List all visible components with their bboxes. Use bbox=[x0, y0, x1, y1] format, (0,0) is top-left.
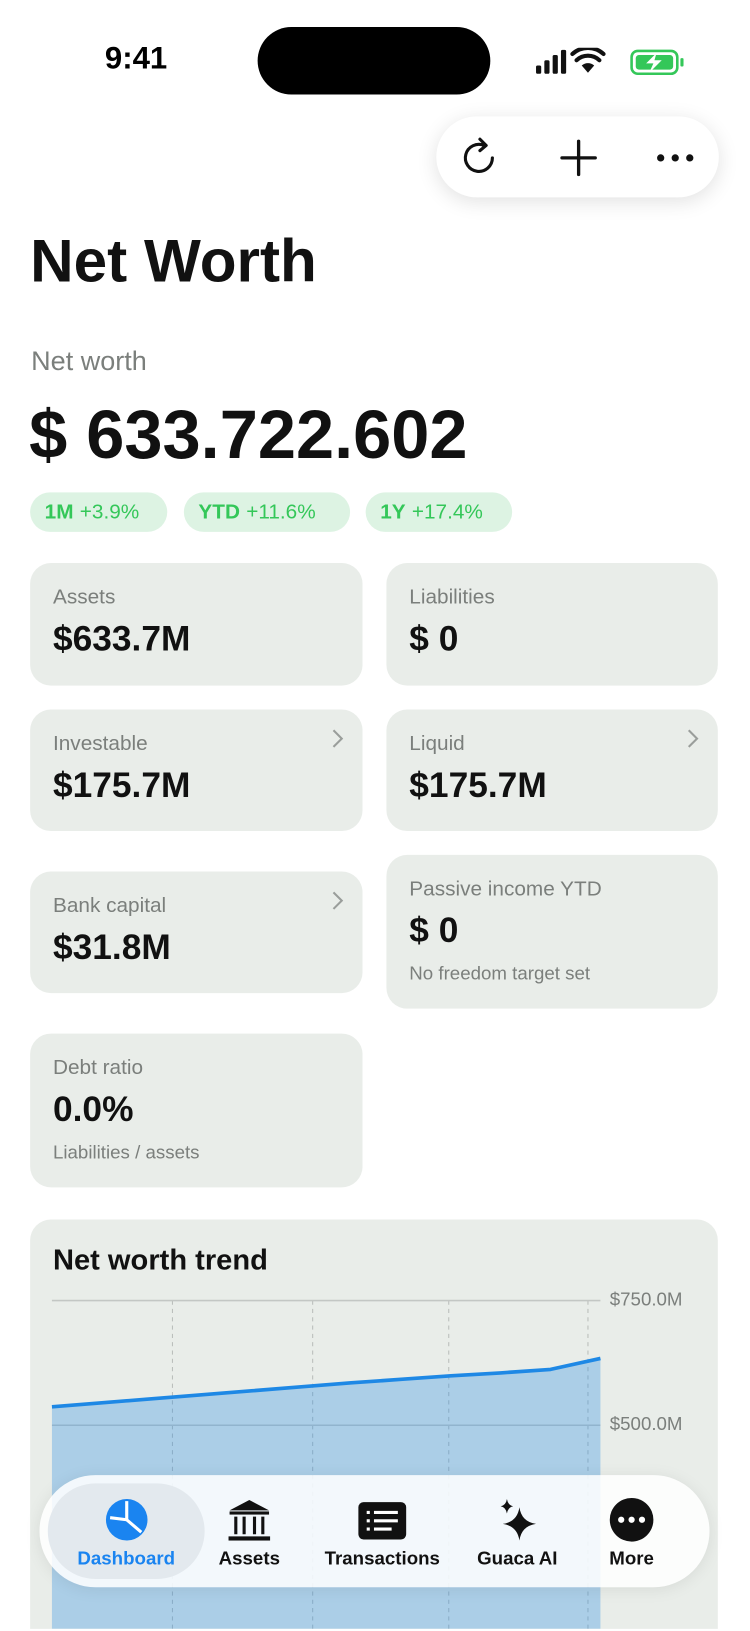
add-button[interactable] bbox=[556, 135, 602, 181]
metric-card: Passive income YTD $ 0 No freedom target s… bbox=[386, 854, 718, 1009]
status-time: 9:41 bbox=[104, 41, 168, 76]
card-label: Liabilities bbox=[409, 585, 495, 609]
net-worth-label: Net worth bbox=[31, 344, 147, 377]
metric-card[interactable]: Bank capital $31.8M bbox=[30, 871, 363, 994]
tab-icon bbox=[228, 1500, 271, 1541]
card-label: Bank capital bbox=[52, 894, 167, 918]
net-worth-value: $ 633.722.602 bbox=[29, 395, 468, 473]
tab-label: More bbox=[609, 1547, 654, 1569]
metric-card: Assets $633.7M bbox=[30, 563, 363, 686]
card-value: $633.7M bbox=[52, 619, 191, 659]
period: 1M bbox=[44, 500, 74, 524]
chevron bbox=[332, 729, 344, 748]
card-label: Liquid bbox=[409, 732, 465, 756]
tab[interactable]: Dashboard bbox=[48, 1483, 205, 1579]
card-note: No freedom target set bbox=[409, 962, 591, 984]
tab-icon bbox=[500, 1498, 537, 1541]
tab-label: Transactions bbox=[324, 1547, 440, 1569]
tab[interactable]: Transactions bbox=[315, 1483, 450, 1579]
chevron bbox=[687, 729, 699, 748]
tab-icon bbox=[609, 1497, 654, 1542]
card-value: $175.7M bbox=[409, 765, 547, 806]
tab-label: Guaca AI bbox=[477, 1547, 558, 1569]
metric-card[interactable]: Liquid $175.7M bbox=[386, 709, 718, 832]
metric-card[interactable]: Investable $175.7M bbox=[30, 709, 363, 832]
y-tick-label: $500.0M bbox=[610, 1413, 683, 1434]
chart-title: Net worth trend bbox=[52, 1243, 268, 1276]
tab[interactable]: Guaca AI bbox=[465, 1483, 569, 1579]
status-icons bbox=[536, 47, 684, 76]
trend-line bbox=[51, 1356, 601, 1409]
card-value: $ 0 bbox=[409, 619, 459, 659]
y-tick-label: $750.0M bbox=[610, 1289, 683, 1310]
change-pill: 1Y +17.4% bbox=[365, 492, 513, 532]
refresh-button[interactable] bbox=[457, 135, 503, 181]
tab-icon bbox=[105, 1498, 147, 1541]
period: 1Y bbox=[380, 500, 406, 524]
card-label: Debt ratio bbox=[52, 1056, 144, 1080]
tab[interactable]: More bbox=[580, 1483, 684, 1579]
change: +11.6% bbox=[246, 500, 316, 524]
page-title: Net Worth bbox=[30, 227, 317, 296]
change-pill: YTD +11.6% bbox=[183, 492, 351, 532]
metric-card: Debt ratio 0.0% Liabilities / assets bbox=[30, 1033, 363, 1188]
metric-card: Liabilities $ 0 bbox=[386, 563, 718, 686]
card-label: Passive income YTD bbox=[409, 877, 602, 901]
card-value: $31.8M bbox=[52, 927, 171, 968]
tab-icon bbox=[358, 1502, 407, 1540]
change-pill: 1M +3.9% bbox=[30, 492, 168, 532]
card-value: $175.7M bbox=[52, 765, 191, 806]
chevron bbox=[332, 891, 344, 910]
action-bar bbox=[436, 116, 719, 198]
tab[interactable]: Assets bbox=[197, 1483, 301, 1579]
change: +17.4% bbox=[411, 500, 483, 524]
more-button[interactable] bbox=[652, 135, 698, 181]
tab-label: Dashboard bbox=[77, 1547, 176, 1569]
card-note: Liabilities / assets bbox=[52, 1141, 200, 1163]
period: YTD bbox=[198, 500, 240, 524]
dynamic-island bbox=[257, 27, 491, 95]
card-value: $ 0 bbox=[409, 911, 459, 951]
card-label: Investable bbox=[52, 732, 148, 756]
card-value: 0.0% bbox=[52, 1089, 134, 1130]
card-label: Assets bbox=[52, 585, 116, 609]
tab-label: Assets bbox=[218, 1547, 280, 1569]
change: +3.9% bbox=[79, 500, 140, 524]
